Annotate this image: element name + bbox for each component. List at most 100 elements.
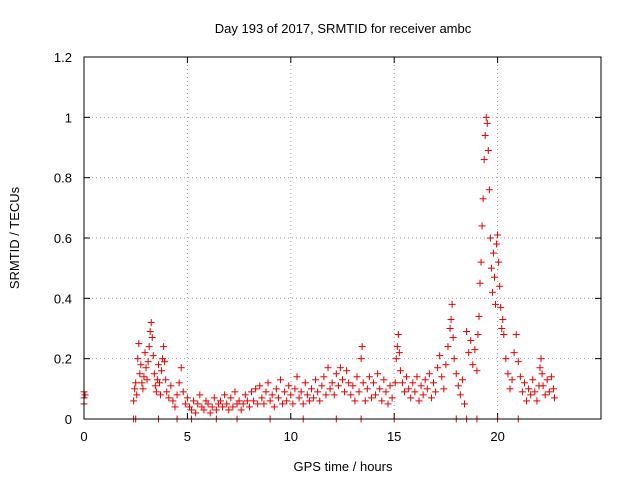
data-point xyxy=(149,352,157,360)
data-point xyxy=(374,370,382,378)
data-point xyxy=(495,258,503,266)
data-point xyxy=(378,397,386,405)
data-point xyxy=(425,370,433,378)
data-point xyxy=(488,288,496,296)
data-point xyxy=(138,379,146,387)
data-point xyxy=(136,370,144,378)
data-point xyxy=(465,349,473,357)
data-point xyxy=(248,388,256,396)
data-point xyxy=(281,388,289,396)
data-point xyxy=(140,373,148,381)
data-point xyxy=(291,385,299,393)
data-point xyxy=(196,391,204,399)
data-point xyxy=(152,388,160,396)
data-point xyxy=(413,373,421,381)
data-point xyxy=(500,331,508,339)
data-point xyxy=(494,231,502,239)
data-point xyxy=(143,376,151,384)
data-point xyxy=(266,397,274,405)
data-point xyxy=(541,391,549,399)
data-point xyxy=(550,394,558,402)
data-point xyxy=(442,361,450,369)
data-point xyxy=(169,397,177,405)
data-point xyxy=(538,370,546,378)
data-point xyxy=(219,403,227,411)
data-point xyxy=(206,409,214,417)
data-point xyxy=(520,379,528,387)
data-point xyxy=(396,367,404,375)
x-tick-label: 10 xyxy=(284,429,298,444)
axis-ticks: 0 5 10 15 20 0 0.2 0.4 0.6 0.8 1 1.2 xyxy=(54,50,601,444)
data-point xyxy=(440,385,448,393)
data-point xyxy=(314,388,322,396)
data-point xyxy=(386,382,394,390)
data-point xyxy=(324,364,332,372)
data-point xyxy=(499,315,507,323)
data-point xyxy=(297,388,305,396)
y-tick-label: 1 xyxy=(65,110,72,125)
data-point xyxy=(543,376,551,384)
data-point xyxy=(336,364,344,372)
data-point xyxy=(231,388,239,396)
data-point xyxy=(411,388,419,396)
data-point xyxy=(452,370,460,378)
data-point xyxy=(419,391,427,399)
data-point xyxy=(179,388,187,396)
data-point xyxy=(204,400,212,408)
data-point xyxy=(523,397,531,405)
data-point xyxy=(510,349,518,357)
data-point xyxy=(145,343,153,351)
data-point xyxy=(454,382,462,390)
data-point xyxy=(341,388,349,396)
data-point xyxy=(285,382,293,390)
data-point xyxy=(401,388,409,396)
data-point xyxy=(264,379,272,387)
data-point xyxy=(316,397,324,405)
data-point xyxy=(167,382,175,390)
data-point xyxy=(312,376,320,384)
data-point xyxy=(289,400,297,408)
data-point xyxy=(497,303,505,311)
data-point xyxy=(161,358,169,366)
data-point xyxy=(326,385,334,393)
data-point xyxy=(250,397,258,405)
data-point xyxy=(395,349,403,357)
data-point xyxy=(223,400,231,408)
data-point xyxy=(276,376,284,384)
data-point xyxy=(351,397,359,405)
y-tick-label: 0.2 xyxy=(54,352,72,367)
data-point xyxy=(489,249,497,257)
x-tick-label: 15 xyxy=(387,429,401,444)
x-tick-label: 5 xyxy=(184,429,191,444)
data-point xyxy=(303,391,311,399)
data-point xyxy=(258,394,266,402)
data-point xyxy=(307,385,315,393)
data-point xyxy=(363,385,371,393)
data-point xyxy=(162,376,170,384)
data-point xyxy=(388,394,396,402)
data-point xyxy=(139,385,147,393)
data-point xyxy=(131,385,139,393)
data-point xyxy=(504,370,512,378)
data-point xyxy=(334,382,342,390)
data-point xyxy=(141,349,149,357)
y-tick-label: 0 xyxy=(65,412,72,427)
data-point xyxy=(458,376,466,384)
data-point xyxy=(444,343,452,351)
data-point xyxy=(160,343,168,351)
data-point xyxy=(478,222,486,230)
data-point xyxy=(254,400,262,408)
data-point xyxy=(283,397,291,405)
data-point xyxy=(496,282,504,290)
data-point xyxy=(155,379,163,387)
data-point xyxy=(190,397,198,405)
data-point xyxy=(268,391,276,399)
data-point xyxy=(423,385,431,393)
data-point xyxy=(295,394,303,402)
data-point xyxy=(421,376,429,384)
data-point xyxy=(210,394,218,402)
data-point xyxy=(372,391,380,399)
data-point xyxy=(403,373,411,381)
y-tick-label: 0.4 xyxy=(54,291,72,306)
